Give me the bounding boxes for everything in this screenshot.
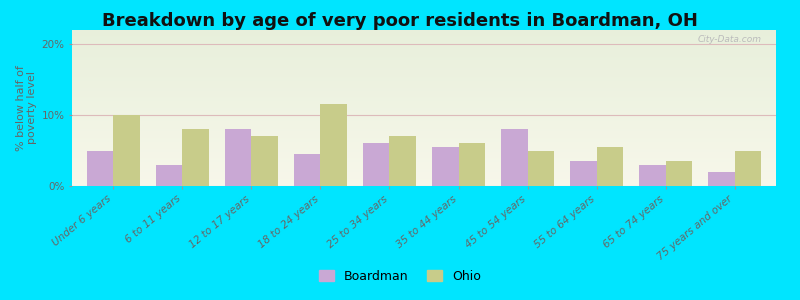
Bar	[321, 104, 346, 186]
Bar	[294, 154, 321, 186]
Bar	[87, 151, 114, 186]
Text: Breakdown by age of very poor residents in Boardman, OH: Breakdown by age of very poor residents …	[102, 12, 698, 30]
Bar	[666, 161, 692, 186]
Bar	[502, 129, 527, 186]
Bar	[114, 115, 140, 186]
Bar	[226, 129, 251, 186]
Bar	[251, 136, 278, 186]
Bar	[734, 151, 761, 186]
Bar	[597, 147, 622, 186]
Y-axis label: % below half of
poverty level: % below half of poverty level	[15, 65, 37, 151]
Bar	[182, 129, 209, 186]
Bar	[156, 165, 182, 186]
Text: City-Data.com: City-Data.com	[698, 35, 762, 44]
Bar	[458, 143, 485, 186]
Bar	[708, 172, 734, 186]
Legend: Boardman, Ohio: Boardman, Ohio	[314, 265, 486, 288]
Bar	[639, 165, 666, 186]
Bar	[570, 161, 597, 186]
Bar	[390, 136, 416, 186]
Bar	[363, 143, 390, 186]
Bar	[527, 151, 554, 186]
Bar	[432, 147, 458, 186]
